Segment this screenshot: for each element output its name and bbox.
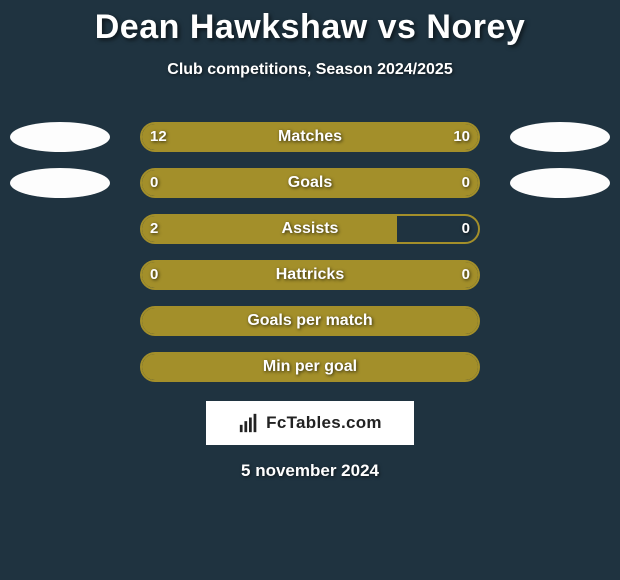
stat-bar-left-fill bbox=[142, 216, 397, 242]
stat-bar-left-fill bbox=[142, 170, 310, 196]
player-avatar-right bbox=[510, 122, 610, 152]
stat-bar-track bbox=[140, 168, 480, 198]
stat-row: Min per goal bbox=[0, 347, 620, 393]
stat-bar-track bbox=[140, 122, 480, 152]
stat-row: Matches1210 bbox=[0, 117, 620, 163]
stat-row: Goals per match bbox=[0, 301, 620, 347]
stat-row: Assists20 bbox=[0, 209, 620, 255]
fctables-logo-icon bbox=[238, 412, 260, 434]
stat-value-left: 2 bbox=[150, 214, 158, 244]
stat-bar-left-fill bbox=[142, 354, 478, 380]
stat-bar-right-fill bbox=[310, 262, 478, 288]
stat-bar-track bbox=[140, 306, 480, 336]
fctables-logo-text: FcTables.com bbox=[266, 413, 382, 433]
player-avatar-right bbox=[510, 168, 610, 198]
stat-value-left: 0 bbox=[150, 168, 158, 198]
stats-chart: Matches1210Goals00Assists20Hattricks00Go… bbox=[0, 117, 620, 393]
stat-row: Goals00 bbox=[0, 163, 620, 209]
stat-bar-left-fill bbox=[142, 308, 478, 334]
stat-row: Hattricks00 bbox=[0, 255, 620, 301]
stat-value-left: 0 bbox=[150, 260, 158, 290]
page-title: Dean Hawkshaw vs Norey bbox=[0, 0, 620, 47]
stat-value-right: 0 bbox=[462, 214, 470, 244]
player-avatar-left bbox=[10, 122, 110, 152]
stat-value-right: 10 bbox=[453, 122, 470, 152]
stat-bar-track bbox=[140, 352, 480, 382]
stat-bar-track bbox=[140, 214, 480, 244]
stat-bar-left-fill bbox=[142, 262, 310, 288]
stat-value-right: 0 bbox=[462, 260, 470, 290]
subtitle: Club competitions, Season 2024/2025 bbox=[0, 61, 620, 79]
stat-bar-track bbox=[140, 260, 480, 290]
stat-value-left: 12 bbox=[150, 122, 167, 152]
stat-bar-right-fill bbox=[310, 170, 478, 196]
fctables-logo: FcTables.com bbox=[206, 401, 414, 445]
footer-date: 5 november 2024 bbox=[0, 461, 620, 481]
player-avatar-left bbox=[10, 168, 110, 198]
stat-bar-left-fill bbox=[142, 124, 325, 150]
stat-value-right: 0 bbox=[462, 168, 470, 198]
